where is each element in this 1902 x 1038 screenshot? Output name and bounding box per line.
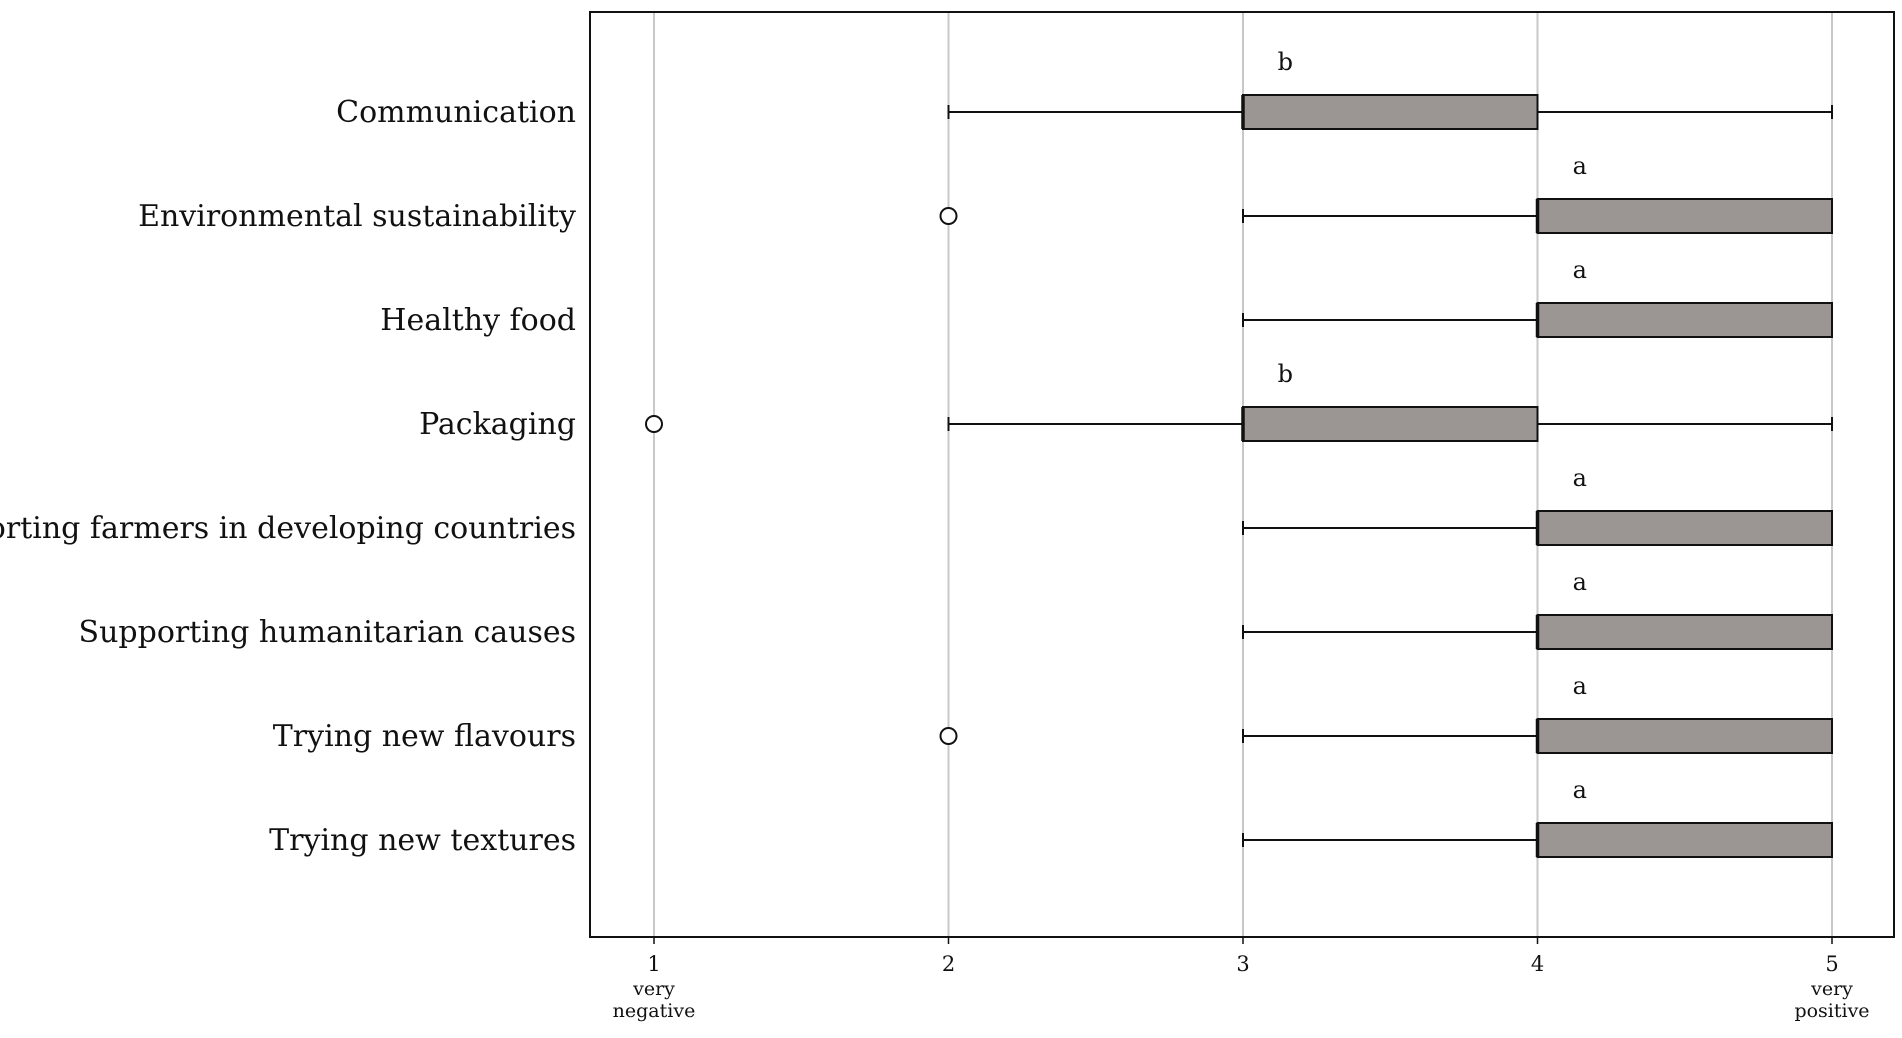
outlier-1-0 xyxy=(939,207,958,225)
group-letter-7: a xyxy=(1573,776,1587,804)
plot-frame xyxy=(589,11,1895,938)
outlier-3-0 xyxy=(645,415,663,433)
category-label-7: Trying new textures xyxy=(269,823,576,858)
group-letter-5: a xyxy=(1573,568,1587,596)
category-label-6: Trying new flavours xyxy=(273,719,576,754)
group-letter-2: a xyxy=(1573,256,1587,284)
x-tick-sublabel-1-0: very xyxy=(632,978,675,1000)
x-tick-sublabel-5-1: positive xyxy=(1794,1000,1869,1022)
group-letter-0: b xyxy=(1278,48,1293,76)
box-6 xyxy=(1536,718,1833,754)
category-label-2: Healthy food xyxy=(380,303,576,338)
box-5 xyxy=(1536,614,1833,650)
box-3 xyxy=(1242,406,1539,442)
outlier-6-0 xyxy=(939,727,958,745)
box-1 xyxy=(1536,198,1833,234)
outliers xyxy=(645,207,958,745)
group-letter-6: a xyxy=(1573,672,1587,700)
x-tick-sublabel-5-0: very xyxy=(1810,978,1853,1000)
x-tick-label-1: 1 xyxy=(647,952,660,976)
x-tick-label-5: 5 xyxy=(1825,952,1838,976)
category-label-5: Supporting humanitarian causes xyxy=(79,615,576,650)
whiskers xyxy=(947,105,1833,847)
category-label-3: Packaging xyxy=(419,407,576,442)
x-tick-sublabel-1-1: negative xyxy=(613,1000,696,1022)
group-letter-4: a xyxy=(1573,464,1587,492)
category-label-0: Communication xyxy=(336,95,576,130)
gridlines xyxy=(653,12,1833,944)
group-letter-1: a xyxy=(1573,152,1587,180)
boxes xyxy=(1241,94,1833,858)
x-tick-label-2: 2 xyxy=(942,952,955,976)
category-label-4: Supporting farmers in developing countri… xyxy=(0,511,576,546)
box-7 xyxy=(1536,822,1833,858)
group-letter-3: b xyxy=(1278,360,1293,388)
box-2 xyxy=(1536,302,1833,338)
box-4 xyxy=(1536,510,1833,546)
category-label-1: Environmental sustainability xyxy=(138,199,576,234)
x-tick-label-3: 3 xyxy=(1236,952,1249,976)
box-0 xyxy=(1242,94,1539,130)
x-tick-label-4: 4 xyxy=(1531,952,1544,976)
